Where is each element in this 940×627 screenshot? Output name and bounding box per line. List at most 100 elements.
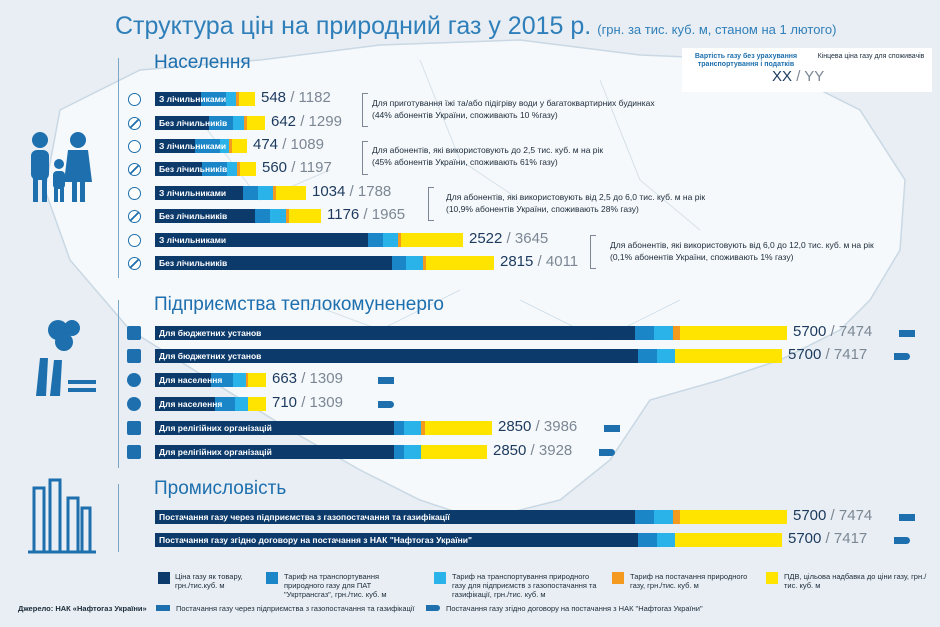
gas-price-value: 2850: [498, 418, 532, 435]
stacked-bar: [155, 256, 494, 270]
bar-segment: [272, 186, 276, 200]
bar-segment: [404, 421, 422, 435]
value-separator: /: [296, 113, 309, 130]
bar-segment: [242, 186, 258, 200]
delivery-type-tag: [894, 537, 910, 544]
legend2-text-2: Постачання газу згідно договору на поста…: [446, 604, 703, 613]
stacked-bar: [155, 162, 256, 176]
delivery-type-tag: [899, 330, 915, 337]
bar-segment: [679, 510, 787, 524]
people-icon: [127, 397, 141, 411]
legend-swatch-gas: [158, 572, 170, 584]
bar-segment: [155, 510, 636, 524]
value-label: 1034 / 1788: [312, 183, 391, 201]
legend2-text-1: Постачання газу через підприємства з газ…: [176, 604, 415, 613]
stacked-bar: [155, 92, 255, 106]
bar-segment: [654, 326, 674, 340]
bar-segment: [421, 421, 425, 435]
bar-segment: [232, 373, 246, 387]
bar-segment: [239, 162, 256, 176]
legend-swatch-distribution: [434, 572, 446, 584]
bar-segment: [398, 233, 402, 247]
bar-segment: [637, 533, 657, 547]
note-2-line2: (45% абонентів України, споживають 61% г…: [372, 157, 558, 167]
value-separator: /: [287, 159, 300, 176]
value-label: 5700 / 7474: [793, 323, 872, 341]
bar-segment: [247, 116, 265, 130]
bar-segment: [239, 92, 255, 106]
legend2-tag-1: [156, 605, 170, 611]
bar-label: Без лічильників: [159, 211, 228, 221]
no-meter-icon: [128, 163, 141, 176]
legend-text-supply: Тариф на постачання природного газу, грн…: [630, 572, 748, 590]
stacked-bar: [155, 373, 266, 387]
delivery-type-tag: [899, 514, 915, 521]
meter-icon: [128, 140, 141, 153]
bar-label: Для бюджетних установ: [159, 351, 262, 361]
value-label: 663 / 1309: [272, 370, 343, 388]
value-separator: /: [286, 89, 299, 106]
bar-segment: [155, 162, 203, 176]
legend-swatch-vat: [766, 572, 778, 584]
hospital-icon: [127, 349, 141, 363]
gas-price-value: 1034: [312, 183, 346, 200]
stacked-bar: [155, 421, 492, 435]
value-separator: /: [345, 183, 358, 200]
value-label: 642 / 1299: [271, 113, 342, 131]
value-label: 5700 / 7417: [788, 346, 867, 364]
bar-segment: [155, 445, 395, 459]
bar-segment: [246, 373, 249, 387]
note-4-line2: (0,1% абонентів України, споживають 1% г…: [610, 252, 794, 262]
section-divider-population: [118, 58, 119, 278]
bar-label: З лічильниками: [159, 235, 227, 245]
final-price-value: 7474: [838, 323, 873, 340]
value-separator: /: [531, 418, 544, 435]
bar-label: Для релігійних організацій: [159, 423, 272, 433]
people-icon: [127, 373, 141, 387]
value-separator: /: [297, 394, 310, 411]
note-brace-3: [428, 187, 434, 221]
bar-label: З лічильниками: [159, 94, 227, 104]
bar-label: З лічильниками: [159, 188, 227, 198]
bar-segment: [679, 326, 787, 340]
note-brace-2: [362, 141, 368, 175]
bar-segment: [248, 397, 266, 411]
value-separator: /: [278, 136, 291, 153]
bar-segment: [673, 326, 680, 340]
value-label: 5700 / 7417: [788, 530, 867, 548]
gas-price-value: 1176: [327, 206, 360, 223]
value-separator: /: [359, 206, 372, 223]
section-title-population: Населення: [154, 52, 251, 73]
gas-price-value: 2850: [493, 442, 527, 459]
bar-segment: [155, 233, 368, 247]
value-separator: /: [821, 530, 834, 547]
bar-label: Без лічильників: [159, 258, 228, 268]
bar-segment: [673, 510, 680, 524]
bar-segment: [422, 256, 427, 270]
bar-segment: [248, 373, 266, 387]
bar-segment: [208, 116, 234, 130]
bar-segment: [155, 139, 196, 153]
hospital-icon: [127, 326, 141, 340]
key-gas-cost-label: Вартість газу без урахування транспортув…: [694, 53, 798, 68]
value-label: 560 / 1197: [262, 159, 332, 177]
legend-key-box: Вартість газу без урахування транспортув…: [682, 48, 932, 92]
no-meter-icon: [128, 257, 141, 270]
bar-segment: [155, 116, 209, 130]
value-separator: /: [526, 442, 539, 459]
bar-segment: [226, 92, 236, 106]
family-icon: [31, 132, 92, 202]
final-price-value: 3986: [543, 418, 578, 435]
bar-segment: [635, 510, 655, 524]
bar-segment: [382, 233, 399, 247]
gas-price-value: 548: [261, 89, 287, 106]
note-1-line1: Для приготування їжі та/або підігріву во…: [372, 98, 655, 108]
source-note: Джерело: НАК «Нафтогаз України»: [18, 604, 147, 613]
final-price-value: 1182: [298, 89, 331, 106]
note-2-line1: Для абонентів, які використовують до 2,5…: [372, 145, 604, 155]
gas-price-value: 5700: [793, 323, 827, 340]
bar-segment: [214, 397, 235, 411]
meter-icon: [128, 234, 141, 247]
value-separator: /: [821, 346, 834, 363]
stacked-bar: [155, 116, 265, 130]
